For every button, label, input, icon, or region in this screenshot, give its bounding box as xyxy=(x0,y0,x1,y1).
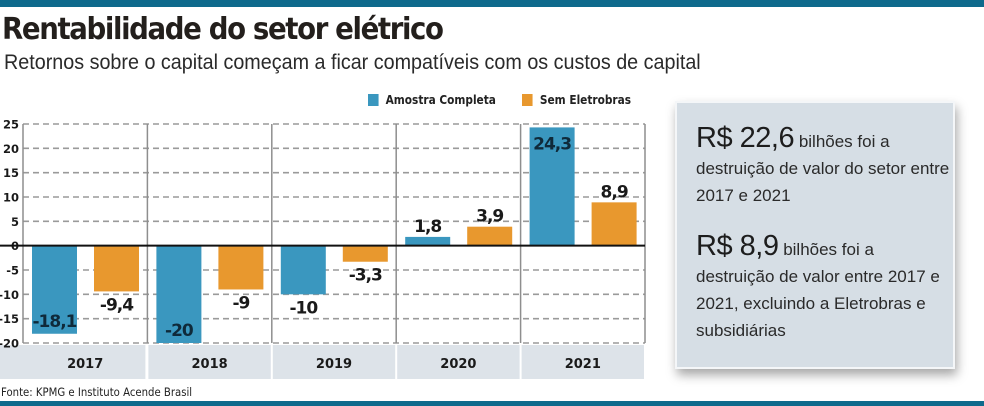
info-text: destruição de valor do setor entre 2017 … xyxy=(696,159,950,205)
y-tick-label: -10 xyxy=(0,288,19,302)
info-amount: R$ 22,6 xyxy=(696,122,795,154)
legend-label: Sem Eletrobras xyxy=(539,93,632,107)
data-label: 24,3 xyxy=(533,134,571,154)
data-label: -10 xyxy=(289,298,318,318)
y-tick-label: 10 xyxy=(3,191,19,205)
x-tick-label: 2018 xyxy=(192,357,228,372)
legend-swatch-sem-eletrobras xyxy=(522,94,533,106)
chart-subtitle: Retornos sobre o capital começam a ficar… xyxy=(4,51,701,74)
bar-amostra-completa-2019 xyxy=(280,245,326,295)
bar-sem-eletrobras-2020 xyxy=(467,226,513,246)
year-band xyxy=(272,345,396,379)
chart-title: Rentabilidade do setor elétrico xyxy=(2,12,444,47)
data-label: -9 xyxy=(232,293,249,313)
legend-label: Amostra Completa xyxy=(385,93,496,107)
x-tick-label: 2017 xyxy=(67,357,103,372)
info-text-inline: bilhões foi a xyxy=(798,132,890,151)
bar-sem-eletrobras-2018 xyxy=(218,245,264,290)
info-text-inline: bilhões foi a xyxy=(783,240,874,259)
x-tick-label: 2020 xyxy=(440,357,476,372)
data-label: -3,3 xyxy=(349,266,382,286)
bar-sem-eletrobras-2021 xyxy=(591,202,637,246)
bottom-accent-bar xyxy=(0,401,984,406)
legend: Amostra Completa Sem Eletrobras xyxy=(368,93,650,107)
source-note: Fonte: KPMG e Instituto Acende Brasil xyxy=(1,385,193,399)
year-band xyxy=(521,345,644,379)
data-label: -9,4 xyxy=(100,295,134,315)
bar-chart: 2520151050-5-10-15-20-18,1-20-101,824,3-… xyxy=(0,118,646,379)
info-block-total: R$ 22,6 bilhões foi a destruição de valo… xyxy=(696,122,956,209)
x-tick-label: 2021 xyxy=(565,357,601,372)
legend-item-amostra-completa: Amostra Completa xyxy=(368,93,496,107)
y-tick-label: -5 xyxy=(6,264,19,278)
data-label: 8,9 xyxy=(601,182,628,202)
data-label: -20 xyxy=(165,321,194,341)
info-block-excluding-eletrobras: R$ 8,9 bilhões foi a destruição de valor… xyxy=(696,230,956,344)
legend-swatch-amostra-completa xyxy=(368,94,379,106)
top-accent-bar xyxy=(0,0,984,7)
bar-amostra-completa-2017 xyxy=(32,245,77,334)
year-band xyxy=(397,345,520,379)
year-band xyxy=(0,345,146,379)
legend-item-sem-eletrobras: Sem Eletrobras xyxy=(522,93,631,107)
bar-amostra-completa-2018 xyxy=(156,245,202,343)
bar-sem-eletrobras-2017 xyxy=(94,245,139,292)
data-label: -18,1 xyxy=(33,312,77,332)
year-band xyxy=(148,345,271,379)
data-label: 3,9 xyxy=(476,207,503,227)
x-tick-label: 2019 xyxy=(316,357,352,372)
y-tick-label: 20 xyxy=(3,142,19,156)
bar-amostra-completa-2021 xyxy=(529,127,575,246)
info-amount: R$ 8,9 xyxy=(696,230,779,262)
y-tick-label: 15 xyxy=(3,166,19,180)
y-tick-label: 5 xyxy=(11,215,19,229)
info-box: R$ 22,6 bilhões foi a destruição de valo… xyxy=(675,101,955,369)
data-label: 1,8 xyxy=(414,217,441,237)
info-text: destruição de valor entre 2017 e 2021, e… xyxy=(696,267,940,340)
y-tick-label: -15 xyxy=(0,312,19,326)
y-tick-label: 25 xyxy=(3,118,19,132)
bar-amostra-completa-2020 xyxy=(405,236,451,246)
bar-sem-eletrobras-2019 xyxy=(342,245,388,262)
y-tick-label: -20 xyxy=(0,337,19,351)
